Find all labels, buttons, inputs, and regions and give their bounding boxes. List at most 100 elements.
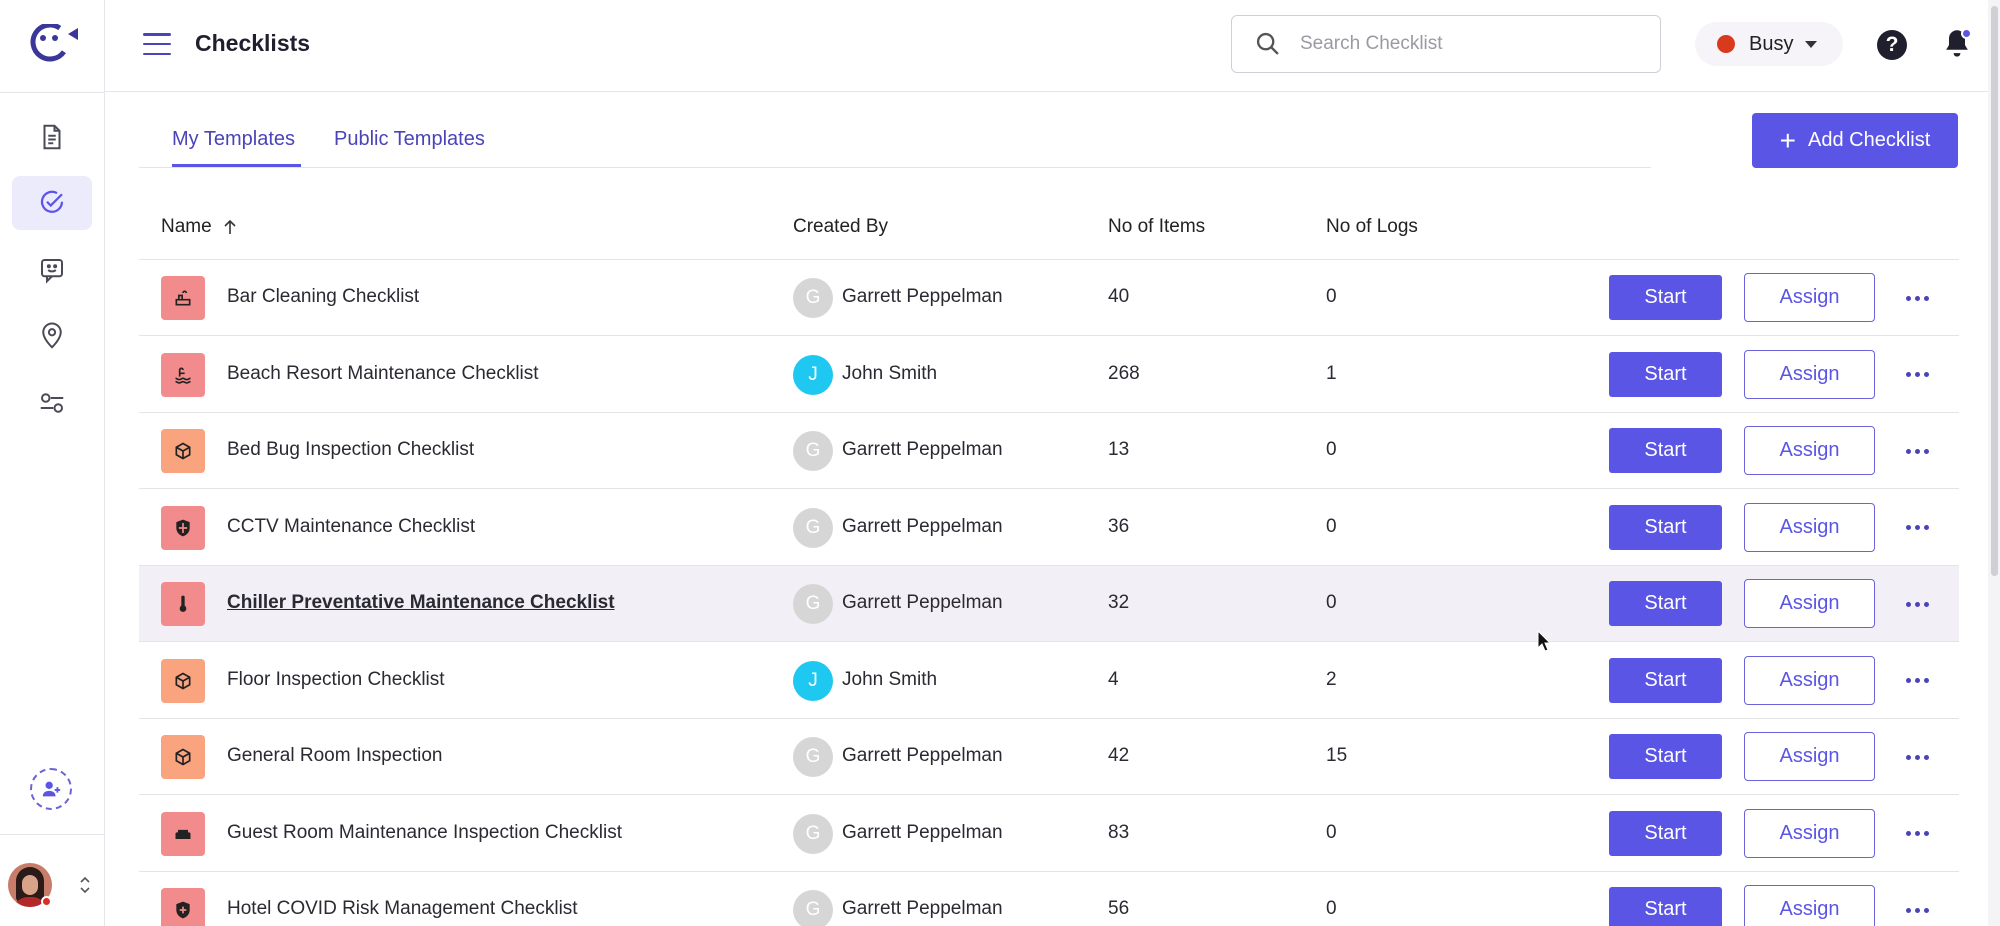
table-row[interactable]: Bed Bug Inspection Checklist G Garrett Pep… (139, 413, 1959, 489)
log-count: 0 (1326, 592, 1337, 613)
caret-down-icon (1805, 40, 1818, 48)
app-logo[interactable] (28, 24, 84, 66)
tab-public-templates[interactable]: Public Templates (334, 128, 485, 150)
checklist-name-link[interactable]: Floor Inspection Checklist (227, 668, 445, 690)
checklist-name-link[interactable]: Bed Bug Inspection Checklist (227, 439, 475, 460)
start-button[interactable]: Start (1609, 810, 1722, 856)
more-options-icon[interactable] (1902, 514, 1932, 542)
item-count: 4 (1108, 668, 1119, 690)
table-header: Name Created By No of Items No of Logs (139, 200, 1959, 260)
assign-button[interactable]: Assign (1744, 732, 1875, 781)
more-options-icon[interactable] (1902, 361, 1932, 389)
checklist-category-icon (161, 429, 205, 473)
sidebar-item-checklists[interactable] (12, 176, 92, 230)
start-button[interactable]: Start (1609, 428, 1722, 473)
assign-button[interactable]: Assign (1744, 349, 1875, 399)
more-options-icon[interactable] (1902, 437, 1932, 465)
table-row[interactable]: Chiller Preventative Maintenance Checkli… (139, 566, 1959, 642)
creator-avatar: G (793, 737, 833, 777)
more-options-icon[interactable] (1902, 590, 1932, 618)
active-tab-indicator (172, 164, 301, 167)
start-button[interactable]: Start (1609, 504, 1722, 550)
sidebar-item-documents[interactable] (12, 110, 92, 164)
more-options-icon[interactable] (1902, 896, 1932, 924)
sidebar-bottom-divider (0, 834, 104, 835)
location-pin-icon (42, 322, 62, 349)
creator-name: Garrett Peppelman (842, 439, 1003, 460)
item-count: 56 (1108, 898, 1130, 919)
checklist-name-link[interactable]: General Room Inspection (227, 745, 443, 766)
help-icon[interactable]: ? (1877, 30, 1907, 60)
assign-button[interactable]: Assign (1744, 426, 1875, 475)
column-name-label: Name (161, 216, 212, 237)
sort-arrow-up-icon (224, 219, 236, 234)
table-row[interactable]: Hotel COVID Risk Management Checklist G Ga… (139, 872, 1959, 926)
item-count: 36 (1108, 515, 1130, 537)
start-button[interactable]: Start (1609, 351, 1722, 397)
item-count: 42 (1108, 745, 1130, 766)
item-count: 83 (1108, 821, 1130, 843)
table-row[interactable]: CCTV Maintenance Checklist G Garrett Peppe… (139, 490, 1959, 566)
table-row[interactable]: Guest Room Maintenance Inspection Checkl… (139, 796, 1959, 872)
table-row[interactable]: Floor Inspection Checklist J John Smith 4 2 S… (139, 643, 1959, 719)
status-label: Busy (1749, 32, 1794, 55)
checklist-name-link[interactable]: Guest Room Maintenance Inspection Checkl… (227, 821, 622, 843)
checklist-name-link[interactable]: Bar Cleaning Checklist (227, 286, 420, 307)
more-options-icon[interactable] (1902, 667, 1932, 695)
template-tabs: My Templates Public Templates (139, 106, 1651, 168)
checklist-category-icon (161, 505, 205, 550)
checklist-name-link[interactable]: Beach Resort Maintenance Checklist (227, 362, 539, 384)
assign-button[interactable]: Assign (1744, 655, 1875, 705)
checklist-name-link[interactable]: Chiller Preventative Maintenance Checkli… (227, 592, 615, 613)
assign-button[interactable]: Assign (1744, 502, 1875, 552)
more-options-icon[interactable] (1902, 284, 1932, 312)
start-button[interactable]: Start (1609, 657, 1722, 703)
checklist-name-link[interactable]: CCTV Maintenance Checklist (227, 515, 476, 537)
availability-status-dropdown[interactable]: Busy (1695, 22, 1843, 66)
check-circle-icon (40, 190, 64, 213)
sidebar-divider (0, 92, 104, 93)
creator-name: Garrett Peppelman (842, 592, 1003, 613)
table-row[interactable]: Beach Resort Maintenance Checklist J John … (139, 337, 1959, 413)
user-avatar[interactable] (8, 863, 52, 907)
start-button[interactable]: Start (1609, 275, 1722, 320)
sidebar-item-chat[interactable] (12, 243, 92, 297)
start-button[interactable]: Start (1609, 887, 1722, 926)
sidebar (0, 0, 105, 926)
menu-toggle-button[interactable] (143, 30, 173, 58)
document-icon (43, 124, 61, 150)
chat-smile-icon (41, 259, 63, 284)
scrollbar-thumb[interactable] (1991, 6, 1998, 576)
search-box[interactable] (1231, 15, 1661, 73)
checklist-category-icon (161, 811, 205, 856)
invite-user-button[interactable] (30, 768, 72, 810)
creator-name: Garrett Peppelman (842, 898, 1003, 919)
creator-name: Garrett Peppelman (842, 515, 1003, 537)
column-header-name[interactable]: Name (161, 216, 238, 238)
assign-button[interactable]: Assign (1744, 808, 1875, 858)
start-button[interactable]: Start (1609, 581, 1722, 626)
start-button[interactable]: Start (1609, 734, 1722, 779)
chevron-updown-icon[interactable] (78, 874, 92, 896)
more-options-icon[interactable] (1902, 820, 1932, 848)
checklist-category-icon (161, 735, 205, 779)
add-checklist-label: Add Checklist (1808, 129, 1931, 151)
item-count: 268 (1108, 362, 1140, 384)
search-input[interactable] (1300, 33, 1640, 55)
checklist-category-icon (161, 888, 205, 926)
table-row[interactable]: Bar Cleaning Checklist G Garrett Peppelman… (139, 260, 1959, 336)
checklist-name-link[interactable]: Hotel COVID Risk Management Checklist (227, 898, 578, 919)
assign-button[interactable]: Assign (1744, 885, 1875, 926)
more-options-icon[interactable] (1902, 743, 1932, 771)
sidebar-item-locations[interactable] (12, 309, 92, 363)
item-count: 40 (1108, 286, 1130, 307)
bed-icon (175, 829, 191, 841)
sidebar-item-settings[interactable] (12, 376, 92, 430)
user-status-dot (41, 896, 52, 907)
table-row[interactable]: General Room Inspection G Garrett Peppelma… (139, 719, 1959, 795)
assign-button[interactable]: Assign (1744, 273, 1875, 322)
sliders-icon (40, 393, 64, 413)
add-checklist-button[interactable]: + Add Checklist (1752, 113, 1958, 168)
assign-button[interactable]: Assign (1744, 579, 1875, 628)
tab-my-templates[interactable]: My Templates (172, 128, 296, 150)
